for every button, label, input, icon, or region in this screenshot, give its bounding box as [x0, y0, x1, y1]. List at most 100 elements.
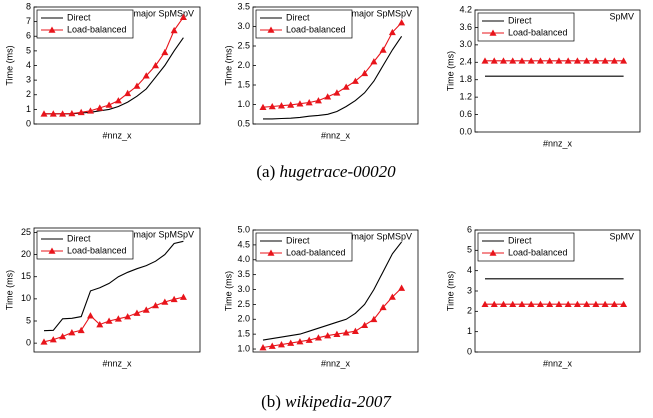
caption: (a) hugetrace-00020	[256, 162, 396, 181]
marker	[518, 300, 526, 308]
marker	[509, 300, 517, 308]
y-tick-label: 7	[26, 16, 31, 26]
legend-box	[477, 232, 575, 262]
x-axis-label: #nnz_x	[321, 130, 351, 140]
x-axis-label: #nnz_x	[102, 130, 132, 140]
y-axis-label: Time (ms)	[4, 270, 14, 310]
marker	[610, 57, 618, 64]
legend-label: Direct	[508, 15, 532, 25]
marker	[546, 57, 554, 64]
marker	[490, 300, 498, 308]
marker	[133, 82, 141, 89]
y-tick-label: 3.0	[459, 39, 472, 49]
marker	[105, 101, 113, 108]
marker	[287, 101, 295, 108]
marker	[379, 303, 387, 311]
marker	[277, 341, 285, 348]
y-tick-label: 20	[21, 249, 31, 259]
x-axis-label: #nnz_x	[543, 358, 573, 368]
y-tick-label: 0	[467, 346, 472, 356]
marker	[555, 57, 563, 64]
y-tick-label: 2.4	[459, 57, 472, 67]
panel: 0.5 1.0 1.5 2.0 2.5 3.0 3.5 #nnz_x Time (ms) Row-…	[223, 1, 419, 140]
marker	[305, 336, 313, 343]
y-tick-label: 8	[26, 1, 31, 11]
plot-frame	[252, 229, 419, 353]
marker	[592, 300, 600, 308]
y-axis-label: Time (ms)	[223, 271, 233, 311]
y-tick-label: 3.0	[237, 284, 250, 294]
chart-title: Column-major SpMSpV	[99, 229, 194, 239]
legend-label: Load-balanced	[67, 245, 127, 255]
legend-box	[255, 232, 353, 262]
marker	[324, 332, 332, 339]
chart-title: Row-major SpMSpV	[330, 231, 412, 241]
legend-label: Direct	[508, 235, 532, 245]
series-line	[263, 35, 403, 120]
marker	[259, 344, 267, 351]
legend-marker	[48, 26, 56, 33]
chart-title: SpMV	[609, 231, 634, 241]
marker	[114, 97, 122, 104]
legend-label: Direct	[286, 235, 310, 245]
marker	[170, 295, 178, 303]
marker	[583, 57, 591, 64]
marker	[499, 57, 507, 64]
y-tick-label: 0	[26, 338, 31, 348]
caption-name: hugetrace-00020	[279, 162, 396, 181]
marker	[142, 72, 150, 79]
caption-label: (a)	[256, 162, 275, 181]
y-tick-label: 2.5	[237, 299, 250, 309]
marker	[40, 110, 48, 117]
y-tick-label: 6	[26, 31, 31, 41]
marker	[59, 110, 67, 117]
marker	[620, 300, 628, 308]
marker	[142, 306, 150, 313]
marker	[601, 300, 609, 308]
y-tick-label: 1	[26, 104, 31, 114]
marker	[86, 107, 94, 114]
marker	[287, 339, 295, 346]
legend-marker	[267, 249, 275, 256]
y-axis-label: Time (ms)	[445, 51, 455, 91]
marker	[296, 100, 304, 107]
y-tick-label: 4	[26, 60, 31, 70]
marker	[152, 62, 160, 69]
marker	[314, 334, 322, 341]
marker	[573, 57, 581, 64]
marker	[124, 313, 132, 320]
legend-label: Load-balanced	[508, 247, 568, 257]
y-tick-label: 3.0	[237, 21, 250, 31]
series-line	[262, 287, 402, 349]
marker	[49, 336, 57, 343]
marker	[361, 69, 369, 77]
marker	[398, 284, 406, 291]
marker	[114, 315, 122, 322]
marker	[77, 326, 85, 334]
legend-label: Direct	[67, 12, 91, 22]
marker	[296, 338, 304, 345]
marker	[361, 321, 369, 329]
marker	[259, 103, 267, 111]
marker	[555, 300, 563, 308]
y-tick-label: 1.0	[237, 343, 250, 353]
marker	[96, 321, 104, 328]
marker	[133, 309, 141, 316]
marker	[388, 28, 396, 36]
y-tick-label: 2	[26, 89, 31, 99]
chart-title: SpMV	[609, 11, 634, 21]
y-tick-label: 1.5	[237, 79, 250, 89]
series-line	[262, 22, 402, 108]
marker	[601, 57, 609, 64]
marker	[370, 315, 378, 323]
y-tick-label: 10	[21, 293, 31, 303]
y-tick-label: 5.0	[237, 224, 250, 234]
y-tick-label: 1.8	[459, 74, 472, 84]
marker	[170, 26, 178, 34]
marker	[481, 57, 489, 64]
marker	[370, 58, 378, 65]
marker	[333, 330, 341, 337]
panel: 0 1 2 3 4 5 6 7 8 #nnz_x Time (ms) Column-major SpM…	[4, 1, 201, 140]
marker	[152, 302, 160, 309]
y-tick-label: 0.6	[459, 109, 472, 119]
